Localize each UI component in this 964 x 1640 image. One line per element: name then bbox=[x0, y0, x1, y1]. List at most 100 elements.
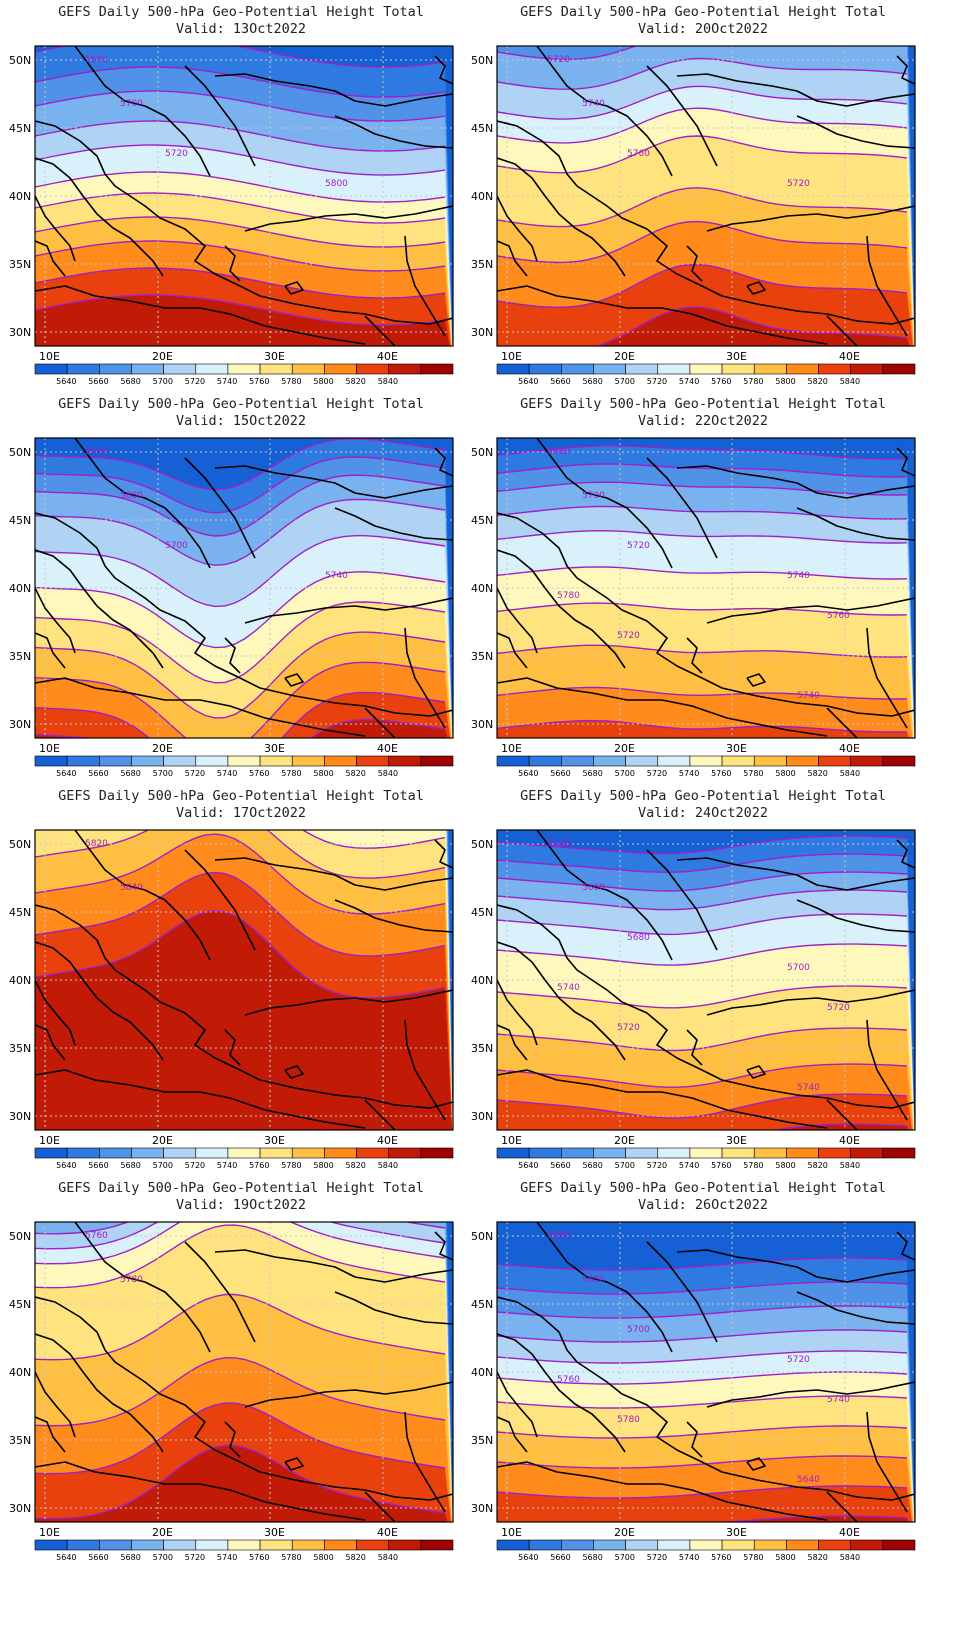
colorbar-label: 5680 bbox=[582, 1553, 602, 1562]
contour-label: 5720 bbox=[617, 1023, 640, 1033]
contour-label: 5700 bbox=[582, 491, 605, 501]
lat-tick-label: 50N bbox=[471, 446, 493, 459]
contour-label: 5720 bbox=[617, 631, 640, 641]
coastline bbox=[404, 627, 446, 729]
coastline bbox=[497, 1024, 528, 1061]
contour-line bbox=[35, 171, 446, 203]
contour-label: 5680 bbox=[85, 55, 108, 65]
colorbar-swatch bbox=[528, 363, 562, 375]
coastline bbox=[35, 285, 366, 345]
colorbar-swatch bbox=[496, 363, 530, 375]
contour-label: 5720 bbox=[627, 541, 650, 551]
coastline bbox=[35, 979, 76, 1046]
colorbar-swatch bbox=[259, 1539, 293, 1551]
fill-band bbox=[35, 295, 450, 346]
colorbar-label: 5660 bbox=[550, 1161, 570, 1170]
colorbar-label: 5700 bbox=[615, 377, 635, 386]
coastline bbox=[244, 597, 453, 624]
coastline bbox=[686, 1421, 703, 1458]
lat-tick-label: 45N bbox=[9, 122, 31, 135]
colorbar-swatch bbox=[689, 1147, 723, 1159]
colorbar-label: 5840 bbox=[378, 1161, 398, 1170]
colorbar-swatch bbox=[625, 1539, 659, 1551]
lon-tick-label: 20E bbox=[614, 350, 635, 363]
colorbar-swatch bbox=[850, 755, 884, 767]
contour-line bbox=[35, 144, 446, 176]
colorbar-label: 5820 bbox=[808, 377, 828, 386]
colorbar-label: 5820 bbox=[346, 1161, 366, 1170]
lon-tick-label: 40E bbox=[377, 1526, 398, 1539]
coastline bbox=[184, 457, 256, 559]
contour-line bbox=[35, 240, 446, 272]
colorbar-swatch bbox=[131, 363, 164, 375]
contour-label: 5720 bbox=[787, 1355, 810, 1365]
colorbar-label: 5640 bbox=[518, 377, 538, 386]
coastline bbox=[866, 627, 908, 729]
colorbar-swatch bbox=[420, 1539, 454, 1551]
colorbar-label: 5820 bbox=[808, 1161, 828, 1170]
contour-label: 5680 bbox=[627, 933, 650, 943]
colorbar-label: 5800 bbox=[313, 1161, 333, 1170]
lat-tick-label: 45N bbox=[471, 1298, 493, 1311]
colorbar-label: 5680 bbox=[120, 769, 140, 778]
colorbar-swatch bbox=[66, 1539, 100, 1551]
lat-tick-label: 50N bbox=[471, 54, 493, 67]
contour-label: 5840 bbox=[120, 883, 143, 893]
colorbar-label: 5660 bbox=[88, 769, 108, 778]
contour-line bbox=[35, 1402, 446, 1475]
lon-tick-label: 40E bbox=[377, 1134, 398, 1147]
lon-tick-label: 10E bbox=[39, 350, 60, 363]
lon-tick-label: 10E bbox=[39, 1134, 60, 1147]
coastline bbox=[646, 849, 718, 951]
colorbar-swatch bbox=[561, 363, 594, 375]
colorbar-swatch bbox=[753, 363, 787, 375]
lat-tick-label: 40N bbox=[9, 1366, 31, 1379]
colorbar-label: 5820 bbox=[346, 769, 366, 778]
colorbar-label: 5680 bbox=[582, 377, 602, 386]
lat-tick-label: 45N bbox=[9, 1298, 31, 1311]
colorbar-swatch bbox=[356, 755, 389, 767]
coastline bbox=[434, 1231, 453, 1261]
coastline bbox=[35, 157, 164, 277]
colorbar-swatch bbox=[131, 1147, 164, 1159]
lat-tick-label: 35N bbox=[471, 1434, 493, 1447]
lat-tick-label: 35N bbox=[9, 1434, 31, 1447]
coastline bbox=[74, 830, 211, 961]
map-frame bbox=[34, 1221, 454, 1523]
colorbar-label: 5760 bbox=[711, 1553, 731, 1562]
colorbar-label: 5720 bbox=[647, 377, 667, 386]
contour-label: 5800 bbox=[325, 179, 348, 189]
colorbar-label: 5760 bbox=[711, 1161, 731, 1170]
contour-line bbox=[301, 830, 446, 849]
colorbar-swatch bbox=[227, 363, 261, 375]
colorbar-label: 5660 bbox=[550, 1553, 570, 1562]
coastline bbox=[35, 1371, 76, 1438]
panel-title: GEFS Daily 500-hPa Geo-Potential Height … bbox=[58, 1180, 424, 1196]
colorbar-label: 5640 bbox=[518, 769, 538, 778]
lat-tick-label: 35N bbox=[471, 1042, 493, 1055]
colorbar-label: 5740 bbox=[679, 377, 699, 386]
height-map: 5720 5740 5760 5720 10E 20E 30E 40E 50N 45N 40N 35N… bbox=[471, 45, 916, 386]
coastline bbox=[497, 285, 828, 345]
contour-label: 5780 bbox=[557, 591, 580, 601]
colorbar-label: 5820 bbox=[808, 1553, 828, 1562]
contour-line bbox=[497, 602, 908, 616]
coastline bbox=[676, 73, 915, 107]
colorbar-swatch bbox=[388, 363, 422, 375]
colorbar-swatch bbox=[786, 1147, 819, 1159]
colorbar-swatch bbox=[259, 363, 293, 375]
colorbar-swatch bbox=[66, 363, 100, 375]
coastline bbox=[214, 465, 453, 499]
coastline bbox=[826, 315, 858, 346]
lat-tick-label: 40N bbox=[471, 190, 493, 203]
colorbar-swatch bbox=[324, 755, 357, 767]
lat-tick-label: 30N bbox=[471, 718, 493, 731]
coastline bbox=[214, 1249, 453, 1283]
coastline bbox=[896, 1231, 915, 1261]
contour-line bbox=[35, 691, 446, 738]
coastline bbox=[497, 549, 626, 669]
colorbar-swatch bbox=[496, 1539, 530, 1551]
map-frame bbox=[496, 829, 916, 1131]
coastline bbox=[746, 281, 766, 295]
coastline bbox=[497, 1296, 915, 1501]
